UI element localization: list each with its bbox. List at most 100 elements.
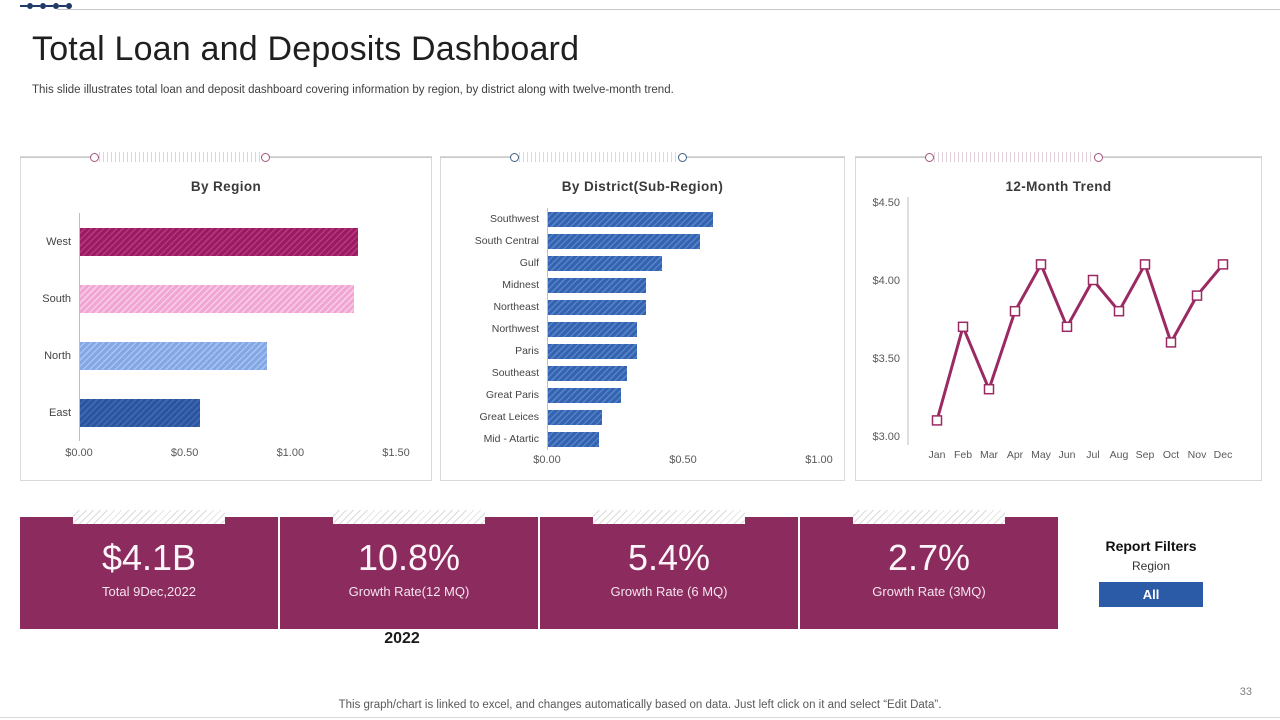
bar-row: Southeast <box>492 362 819 384</box>
bar-south <box>80 284 354 313</box>
x-axis-tick-label: $0.50 <box>669 454 697 466</box>
bar-row: Gulf <box>520 252 819 274</box>
page-title: Total Loan and Deposits Dashboard <box>32 30 580 68</box>
x-axis-tick-label: $0.00 <box>65 447 93 459</box>
x-axis-month-label: Nov <box>1188 449 1207 461</box>
slider-handle-icon[interactable] <box>510 152 519 162</box>
y-axis-tick-label: $3.50 <box>872 353 900 365</box>
bar-row: West <box>46 213 396 270</box>
bar-southeast <box>548 365 627 381</box>
bar-mid-atartic <box>548 431 600 447</box>
x-axis-tick-label: $1.00 <box>276 447 305 459</box>
category-label: Northeast <box>493 301 539 313</box>
x-axis-month-label: Jan <box>929 449 946 461</box>
bar-row: Northwest <box>492 318 819 340</box>
category-label: South Central <box>474 235 539 247</box>
footer-note: This graph/chart is linked to excel, and… <box>338 699 942 711</box>
slider-line <box>855 156 925 158</box>
kpi-label: Growth Rate (6 MQ) <box>610 583 728 599</box>
x-axis-month-label: Apr <box>1007 449 1024 461</box>
category-label: Gulf <box>519 257 539 269</box>
bar-row: South <box>42 270 396 327</box>
slider-ticks <box>519 152 678 162</box>
x-axis-month-label: May <box>1031 449 1052 461</box>
data-point-marker <box>1035 259 1047 270</box>
x-axis-month-label: Feb <box>954 449 972 461</box>
category-label: Southeast <box>491 367 539 379</box>
slider-handle-icon[interactable] <box>261 152 270 162</box>
bar-row: Great Paris <box>486 384 819 406</box>
data-point-marker <box>931 415 943 426</box>
slider-line <box>20 156 90 158</box>
kpi-tab-decor <box>853 510 1005 524</box>
bar-row: East <box>49 384 396 441</box>
chart-panel-by-district: By District(Sub-Region) Southwest South C… <box>440 152 845 481</box>
slider-ticks <box>934 152 1094 162</box>
x-axis-month-label: Sep <box>1136 449 1155 461</box>
kpi-tab-decor <box>333 510 485 524</box>
report-filters-title: Report Filters <box>1105 538 1197 554</box>
bar-paris <box>548 343 638 359</box>
x-axis-month-label: Dec <box>1214 449 1233 461</box>
filter-all-button[interactable]: All <box>1099 582 1203 607</box>
chart-panel-by-region: By Region West South North East $0.00 $0.50 $… <box>20 152 432 481</box>
x-axis-district: $0.00 $0.50 $1.00 <box>533 454 833 468</box>
bar-west <box>80 227 359 256</box>
range-slider-decor <box>440 151 845 163</box>
data-point-marker <box>1165 337 1177 348</box>
bar-row: Great Leices <box>479 406 819 428</box>
page-number: 33 <box>1239 686 1252 698</box>
bar-southwest <box>548 211 714 227</box>
slider-line <box>1102 156 1262 158</box>
bar-south-central <box>548 233 700 249</box>
slider-handle-icon[interactable] <box>1093 152 1103 162</box>
data-point-marker <box>1087 274 1099 286</box>
kpi-card-growth-12mq: 10.8% Growth Rate(12 MQ) <box>280 510 540 629</box>
bar-row: Mid - Atartic <box>484 428 819 450</box>
bar-row: Southwest <box>490 208 819 230</box>
kpi-tab-decor <box>73 510 225 524</box>
data-point-marker <box>1009 305 1021 317</box>
slider-ticks <box>99 152 261 162</box>
decor-dot <box>40 3 46 9</box>
slider-handle-icon[interactable] <box>677 152 687 162</box>
bar-row: South Central <box>475 230 819 252</box>
data-point-marker <box>1139 259 1151 270</box>
bar-row: North <box>44 327 396 384</box>
bar-row: Northeast <box>493 296 819 318</box>
x-axis-tick-label: $1.00 <box>805 454 833 466</box>
x-axis-tick-label: $0.00 <box>533 454 561 466</box>
data-point-marker <box>1217 259 1229 270</box>
y-axis-tick-label: $3.00 <box>872 431 900 443</box>
slider-handle-icon[interactable] <box>925 152 934 162</box>
bar-plot-region: West South North East <box>42 213 396 441</box>
dots-line-segment <box>33 5 40 7</box>
kpi-card-growth-3mq: 2.7% Growth Rate (3MQ) <box>800 510 1058 629</box>
category-label: Southwest <box>489 213 539 225</box>
kpi-label: Growth Rate (3MQ) <box>872 583 986 599</box>
line-chart-trend: $4.50 $4.00 $3.50 $3.00 Jan Feb Mar Apr May Jun Ju… <box>872 197 1233 461</box>
slider-line <box>686 156 845 158</box>
kpi-tab-decor <box>593 510 745 524</box>
x-axis-region: $0.00 $0.50 $1.00 $1.50 <box>65 447 410 461</box>
category-label: Mid - Atartic <box>483 433 539 445</box>
kpi-label: Total 9Dec,2022 <box>102 583 196 599</box>
slider-handle-icon[interactable] <box>90 152 99 162</box>
y-axis-tick-label: $4.00 <box>872 275 900 287</box>
bar-midnest <box>548 277 646 293</box>
bar-northeast <box>548 299 646 315</box>
bottom-rule <box>0 717 1280 718</box>
kpi-value: 10.8% <box>357 537 461 578</box>
bar-north <box>80 341 268 370</box>
y-axis-tick-label: $4.50 <box>872 197 900 209</box>
kpi-band: $4.1B Total 9Dec,2022 10.8% Growth Rate(… <box>20 510 1058 629</box>
bar-gulf <box>548 255 662 271</box>
range-slider-decor <box>20 151 432 163</box>
x-axis-month-label: Aug <box>1110 449 1129 461</box>
bar-plot-district: Southwest South Central Gulf Midnest Northea… <box>475 208 819 450</box>
kpi-value: $4.1B <box>101 537 197 578</box>
chart-panel-trend: 12-Month Trend $4.50 $4.00 $3.50 $3.00 Jan Fe… <box>855 152 1262 481</box>
x-axis-month-label: Jun <box>1059 449 1076 461</box>
category-label: Paris <box>515 345 539 357</box>
